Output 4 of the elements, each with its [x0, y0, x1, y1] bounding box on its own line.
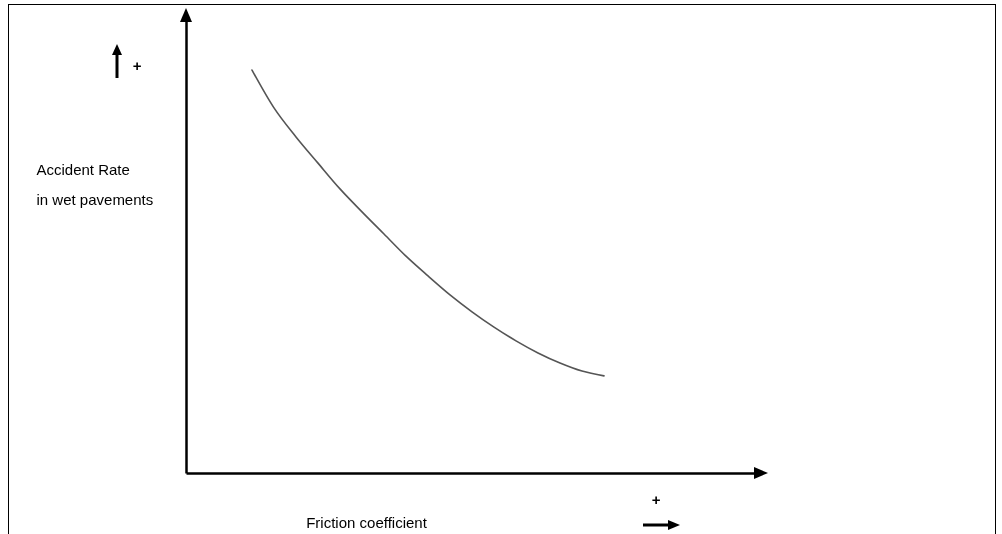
- text: +: [651, 491, 661, 508]
- text: +: [132, 57, 142, 74]
- x-axis-title: Friction coefficient: [306, 513, 428, 531]
- y-axis-title: Accident Rate in wet pavements: [36, 160, 154, 208]
